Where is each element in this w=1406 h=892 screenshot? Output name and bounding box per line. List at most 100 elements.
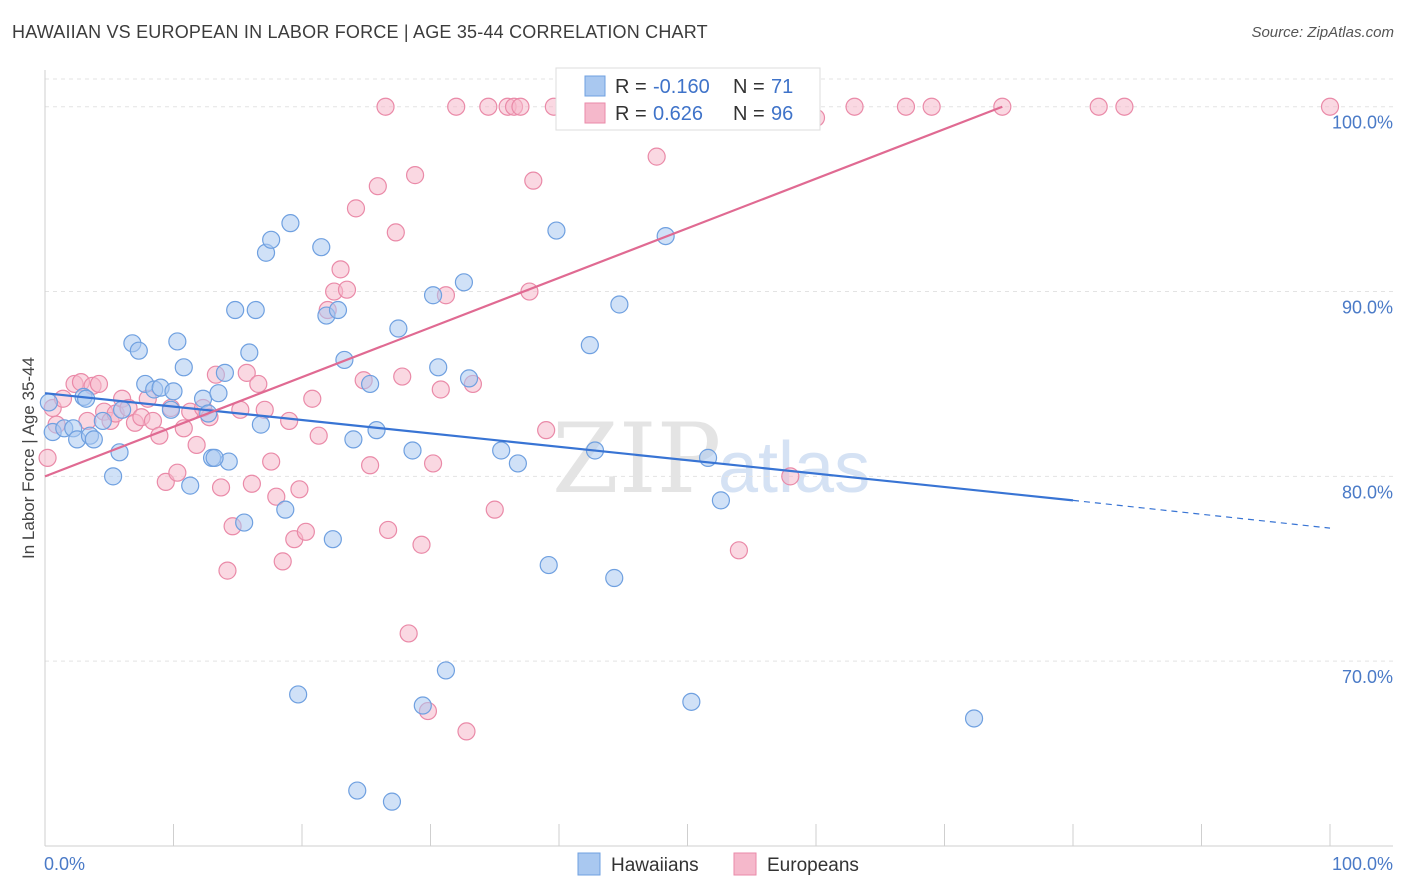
y-tick-label: 80.0% (1342, 482, 1393, 502)
hawaiians-point (361, 374, 380, 394)
europeans-point (1115, 97, 1134, 116)
hawaiians-point (367, 421, 386, 440)
legend-r-value-europeans: 0.626 (653, 103, 703, 125)
y-tick-label: 100.0% (1332, 113, 1393, 133)
bottom-legend-label-europeans: Europeans (767, 855, 859, 876)
europeans-point (1089, 97, 1108, 116)
europeans-point (447, 97, 466, 116)
hawaiians-point (276, 500, 295, 519)
europeans-point (412, 535, 431, 554)
europeans-point (399, 624, 418, 643)
x-ticks (44, 824, 1331, 846)
europeans-point (457, 722, 476, 741)
legend-n-label-europeans: N = (733, 103, 765, 125)
series-hawaiians (39, 214, 984, 811)
europeans-point (187, 435, 206, 455)
europeans-point (211, 478, 231, 497)
hawaiians-point (174, 358, 193, 377)
europeans-point (309, 426, 328, 445)
legend-n-label-hawaiians: N = (733, 76, 765, 98)
hawaiians-point (246, 300, 265, 320)
europeans-point (479, 97, 498, 116)
hawaiians-point (429, 358, 448, 377)
europeans-point (896, 97, 916, 116)
hawaiians-point (403, 441, 422, 460)
watermark-zip: ZIP (552, 403, 721, 515)
bottom-legend-swatch-hawaiians (577, 852, 601, 876)
europeans-point (376, 97, 395, 116)
europeans-point (423, 454, 443, 473)
hawaiians-point (323, 530, 342, 549)
europeans-point (393, 367, 412, 386)
europeans-point (38, 448, 57, 467)
hawaiians-point (964, 709, 984, 728)
europeans-point (511, 97, 530, 116)
x-tick-label-max: 100.0% (1332, 854, 1393, 874)
hawaiians-point (215, 363, 234, 382)
europeans-point (218, 561, 237, 580)
europeans-point (280, 411, 299, 431)
hawaiians-point (289, 685, 308, 704)
europeans-point (273, 552, 292, 571)
europeans-point (431, 380, 450, 399)
hawaiians-point (454, 273, 474, 292)
trend-lines (44, 105, 1331, 529)
legend-r-label-europeans: R = (615, 103, 647, 125)
europeans-point (249, 374, 268, 394)
hawaiians-point (235, 513, 254, 532)
legend: R = -0.160 N = 71 R = 0.626 N = 96 (555, 67, 821, 131)
europeans-point (290, 480, 309, 499)
hawaiians-point (164, 382, 183, 401)
y-tick-labels: 70.0% 80.0% 90.0% 100.0% (1332, 113, 1393, 687)
hawaiians-point (389, 319, 408, 338)
hawaiians-point (281, 214, 300, 233)
hawaiians-point (84, 430, 103, 449)
hawaiians-point (508, 454, 527, 473)
hawaiians-point (129, 341, 148, 360)
hawaiians-point (382, 792, 402, 811)
europeans-trend-line (44, 105, 1003, 478)
legend-r-value-hawaiians: -0.160 (653, 76, 710, 98)
europeans-point (361, 456, 380, 475)
hawaiians-point (312, 238, 331, 257)
europeans-point (647, 147, 666, 166)
hawaiians-point (682, 692, 701, 711)
hawaiians-point (262, 230, 281, 249)
hawaiians-point (605, 568, 624, 588)
legend-swatch-hawaiians (584, 75, 606, 97)
europeans-point (168, 463, 187, 482)
legend-n-value-europeans: 96 (771, 103, 793, 125)
europeans-point (337, 280, 357, 299)
europeans-point (405, 166, 425, 185)
europeans-point (485, 500, 504, 519)
hawaiians-point (580, 336, 599, 355)
hawaiians-point (168, 332, 187, 351)
hawaiians-point (181, 476, 200, 495)
europeans-point (386, 223, 405, 242)
hawaiians-point (226, 300, 245, 320)
legend-r-label-hawaiians: R = (615, 76, 647, 98)
hawaiians-point (93, 411, 112, 431)
hawaiians-point (413, 696, 432, 715)
hawaiians-point (161, 400, 181, 419)
europeans-point (845, 97, 864, 116)
y-tick-label: 70.0% (1342, 667, 1393, 687)
hawaiians-point (436, 661, 456, 680)
europeans-point (237, 363, 256, 382)
hawaiians-point (348, 781, 367, 800)
europeans-point (368, 177, 387, 196)
hawaiians-point (112, 400, 132, 419)
europeans-point (242, 474, 261, 493)
hawaiians-point (209, 384, 228, 403)
source-label: Source: ZipAtlas.com (1251, 24, 1394, 41)
hawaiians-point (459, 369, 479, 388)
y-axis-label: In Labor Force | Age 35-44 (19, 357, 38, 559)
hawaiians-point (251, 415, 270, 434)
hawaiians-trend-extension (1072, 499, 1331, 529)
bottom-legend-label-hawaiians: Hawaiians (611, 855, 699, 876)
hawaiians-point (344, 430, 363, 449)
hawaiians-point (39, 393, 58, 412)
europeans-point (331, 260, 350, 279)
europeans-point (267, 487, 286, 506)
